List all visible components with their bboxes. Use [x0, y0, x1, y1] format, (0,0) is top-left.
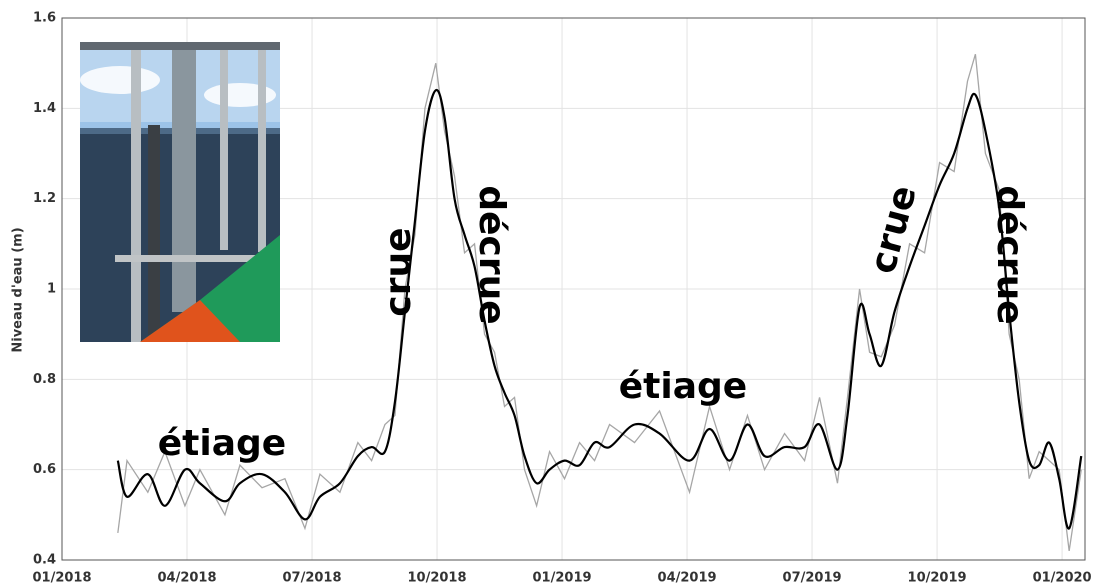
x-tick-label: 01/2019 [533, 571, 592, 586]
annotation: décrue [471, 185, 512, 324]
chart: Niveau d'eau (m) 0.4 0.6 0.8 1 1.2 1.4 1.6 01/2… [0, 0, 1101, 587]
y-tick-label: 0.4 [33, 553, 56, 568]
x-tick-label: 04/2019 [658, 571, 717, 586]
x-tick-label: 07/2019 [783, 571, 842, 586]
annotation: étiage [158, 423, 286, 464]
x-tick-label: 01/2018 [32, 571, 91, 586]
annotation: étiage [619, 366, 747, 407]
x-tick-label: 04/2018 [157, 571, 216, 586]
annotation: crue [862, 181, 925, 278]
y-tick-label: 1.6 [33, 11, 56, 26]
x-tick-label: 10/2019 [908, 571, 967, 586]
y-tick-label: 1 [47, 282, 56, 297]
y-tick-label: 0.8 [33, 372, 56, 387]
y-tick-label: 0.6 [33, 462, 56, 477]
y-tick-label: 1.2 [33, 191, 56, 206]
y-axis-label: Niveau d'eau (m) [11, 227, 26, 352]
annotation: décrue [989, 185, 1030, 324]
annotation: crue [378, 227, 419, 316]
x-tick-label: 10/2018 [408, 571, 467, 586]
x-tick-label: 07/2018 [283, 571, 342, 586]
y-tick-label: 1.4 [33, 101, 56, 116]
photo-inset [80, 42, 280, 342]
x-tick-label: 01/2020 [1033, 571, 1092, 586]
